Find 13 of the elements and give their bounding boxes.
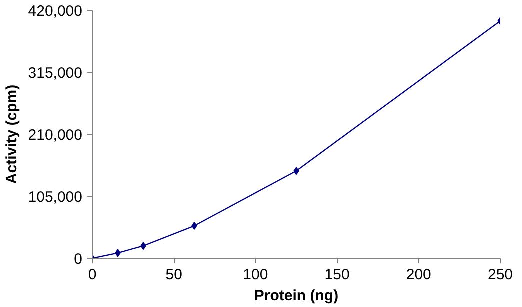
y-tick-label: 105,000 bbox=[28, 189, 83, 206]
y-tick-label: 420,000 bbox=[28, 3, 83, 20]
x-tick-label: 150 bbox=[324, 266, 350, 284]
x-tick-label: 0 bbox=[88, 266, 97, 284]
x-tick-label: 250 bbox=[488, 266, 514, 284]
x-axis-title: Protein (ng) bbox=[254, 288, 339, 304]
x-tick-label: 50 bbox=[166, 266, 182, 284]
x-tick-label: 200 bbox=[406, 266, 432, 284]
y-tick-label: 0 bbox=[74, 251, 82, 268]
x-tick-label: 100 bbox=[243, 266, 268, 284]
y-axis-title: Activity (cpm) bbox=[3, 84, 20, 184]
y-tick-label: 315,000 bbox=[28, 65, 83, 82]
y-tick-label: 210,000 bbox=[28, 127, 83, 144]
